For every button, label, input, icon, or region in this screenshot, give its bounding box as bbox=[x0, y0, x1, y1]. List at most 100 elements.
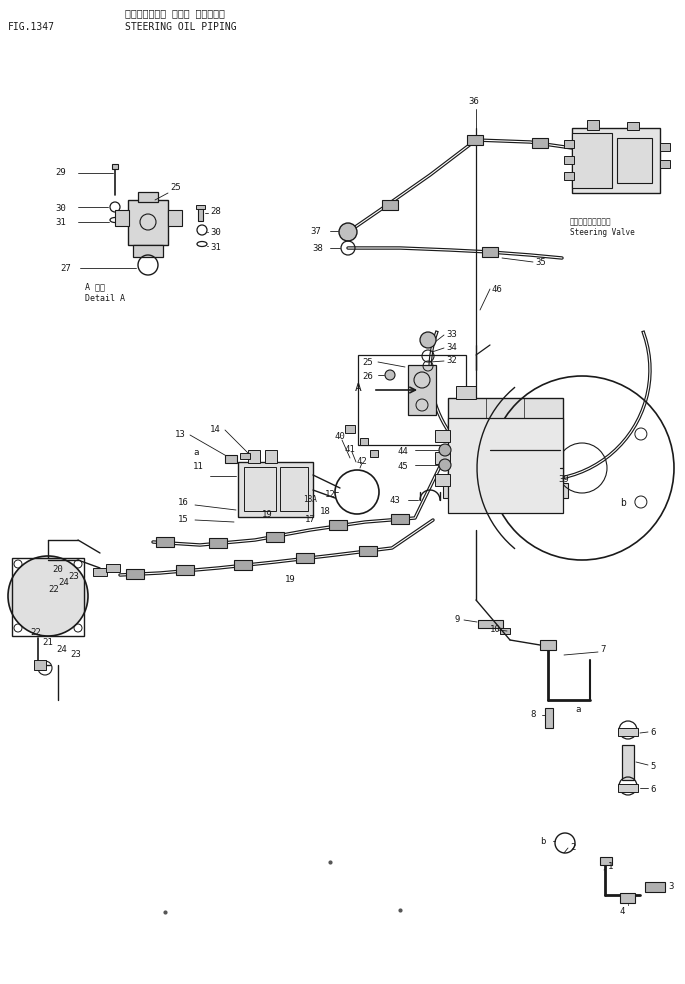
Bar bbox=[540, 640, 556, 650]
Text: 34: 34 bbox=[446, 343, 457, 352]
Bar bbox=[435, 474, 450, 486]
Bar bbox=[532, 138, 548, 148]
Bar bbox=[93, 568, 107, 576]
Text: 35: 35 bbox=[535, 258, 546, 267]
Bar bbox=[115, 210, 129, 226]
Bar bbox=[600, 857, 612, 865]
Text: 6: 6 bbox=[650, 728, 656, 737]
Bar bbox=[564, 172, 574, 180]
Circle shape bbox=[339, 223, 357, 241]
Bar bbox=[238, 462, 313, 517]
Circle shape bbox=[439, 459, 451, 471]
Bar bbox=[572, 133, 612, 188]
Bar bbox=[265, 450, 277, 463]
Bar bbox=[545, 708, 553, 728]
Text: 11: 11 bbox=[193, 462, 203, 471]
Text: FIG.1347: FIG.1347 bbox=[8, 22, 55, 32]
Bar bbox=[645, 882, 665, 892]
Bar bbox=[448, 418, 563, 513]
Bar bbox=[198, 207, 203, 221]
Bar bbox=[443, 483, 568, 498]
Text: 2: 2 bbox=[570, 843, 575, 852]
Bar bbox=[168, 210, 182, 226]
Text: 28: 28 bbox=[210, 207, 221, 216]
Bar bbox=[12, 558, 84, 636]
Text: 23: 23 bbox=[70, 650, 81, 659]
Text: 17: 17 bbox=[305, 515, 316, 524]
Text: 29: 29 bbox=[55, 168, 66, 177]
Text: ステアリングバルブ: ステアリングバルブ bbox=[570, 217, 612, 226]
Text: 4: 4 bbox=[620, 907, 625, 916]
Text: 36: 36 bbox=[468, 97, 479, 106]
Bar bbox=[660, 143, 670, 151]
Text: 40: 40 bbox=[335, 432, 346, 441]
Text: 25: 25 bbox=[170, 183, 181, 192]
Bar bbox=[587, 120, 599, 130]
Bar bbox=[133, 245, 163, 257]
Text: A 詳細: A 詳細 bbox=[85, 282, 105, 291]
Text: 1: 1 bbox=[608, 862, 613, 871]
Text: 27: 27 bbox=[60, 264, 71, 273]
Bar bbox=[248, 450, 260, 463]
Bar bbox=[345, 425, 355, 433]
Bar bbox=[435, 452, 450, 464]
Bar bbox=[128, 200, 168, 245]
Text: 41: 41 bbox=[345, 445, 356, 454]
Bar bbox=[408, 365, 436, 415]
Text: Steering Valve: Steering Valve bbox=[570, 228, 635, 237]
Bar bbox=[564, 156, 574, 164]
Bar bbox=[329, 520, 347, 530]
Bar bbox=[564, 140, 574, 148]
Circle shape bbox=[420, 332, 436, 348]
Bar bbox=[359, 546, 377, 556]
Text: A: A bbox=[355, 383, 362, 393]
Text: ステアリング　 オイル パイピング: ステアリング オイル パイピング bbox=[125, 8, 225, 18]
Text: 12: 12 bbox=[325, 490, 336, 499]
Bar bbox=[176, 565, 194, 575]
Bar bbox=[126, 569, 144, 579]
Text: 3: 3 bbox=[668, 882, 673, 891]
Bar bbox=[456, 386, 476, 399]
Text: 37: 37 bbox=[310, 227, 321, 236]
Bar bbox=[482, 247, 498, 257]
Bar bbox=[618, 784, 638, 792]
Bar bbox=[435, 430, 450, 442]
Bar bbox=[225, 455, 237, 463]
Text: 25: 25 bbox=[362, 358, 373, 367]
Text: 26: 26 bbox=[362, 372, 373, 381]
Text: 31: 31 bbox=[55, 218, 66, 227]
Text: 5: 5 bbox=[650, 762, 656, 771]
Text: b: b bbox=[620, 498, 626, 508]
Bar bbox=[196, 205, 205, 209]
Bar bbox=[382, 200, 398, 210]
Text: 42: 42 bbox=[357, 457, 368, 466]
Text: 9: 9 bbox=[455, 615, 460, 624]
Text: 22: 22 bbox=[30, 628, 40, 637]
Text: 24: 24 bbox=[56, 645, 66, 654]
Bar bbox=[280, 467, 308, 511]
Bar bbox=[244, 467, 276, 511]
Bar bbox=[448, 398, 563, 483]
Bar bbox=[266, 532, 284, 542]
Text: 13: 13 bbox=[175, 430, 186, 439]
Text: 39: 39 bbox=[558, 475, 569, 484]
Bar bbox=[138, 192, 158, 202]
Text: 46: 46 bbox=[492, 285, 503, 294]
Bar bbox=[240, 453, 250, 459]
Text: 30: 30 bbox=[55, 204, 66, 213]
Bar bbox=[660, 160, 670, 168]
Text: 23: 23 bbox=[68, 572, 79, 581]
Bar bbox=[617, 138, 652, 183]
Circle shape bbox=[385, 370, 395, 380]
Bar bbox=[209, 538, 227, 548]
Text: a: a bbox=[575, 705, 580, 714]
Text: 22: 22 bbox=[48, 585, 59, 594]
Text: 32: 32 bbox=[446, 356, 457, 365]
Text: 19: 19 bbox=[262, 510, 273, 519]
Bar bbox=[467, 135, 483, 145]
Text: Detail A: Detail A bbox=[85, 294, 125, 303]
Bar bbox=[296, 553, 314, 563]
Bar bbox=[370, 450, 378, 457]
Bar bbox=[478, 620, 503, 628]
Text: 31: 31 bbox=[210, 243, 221, 252]
